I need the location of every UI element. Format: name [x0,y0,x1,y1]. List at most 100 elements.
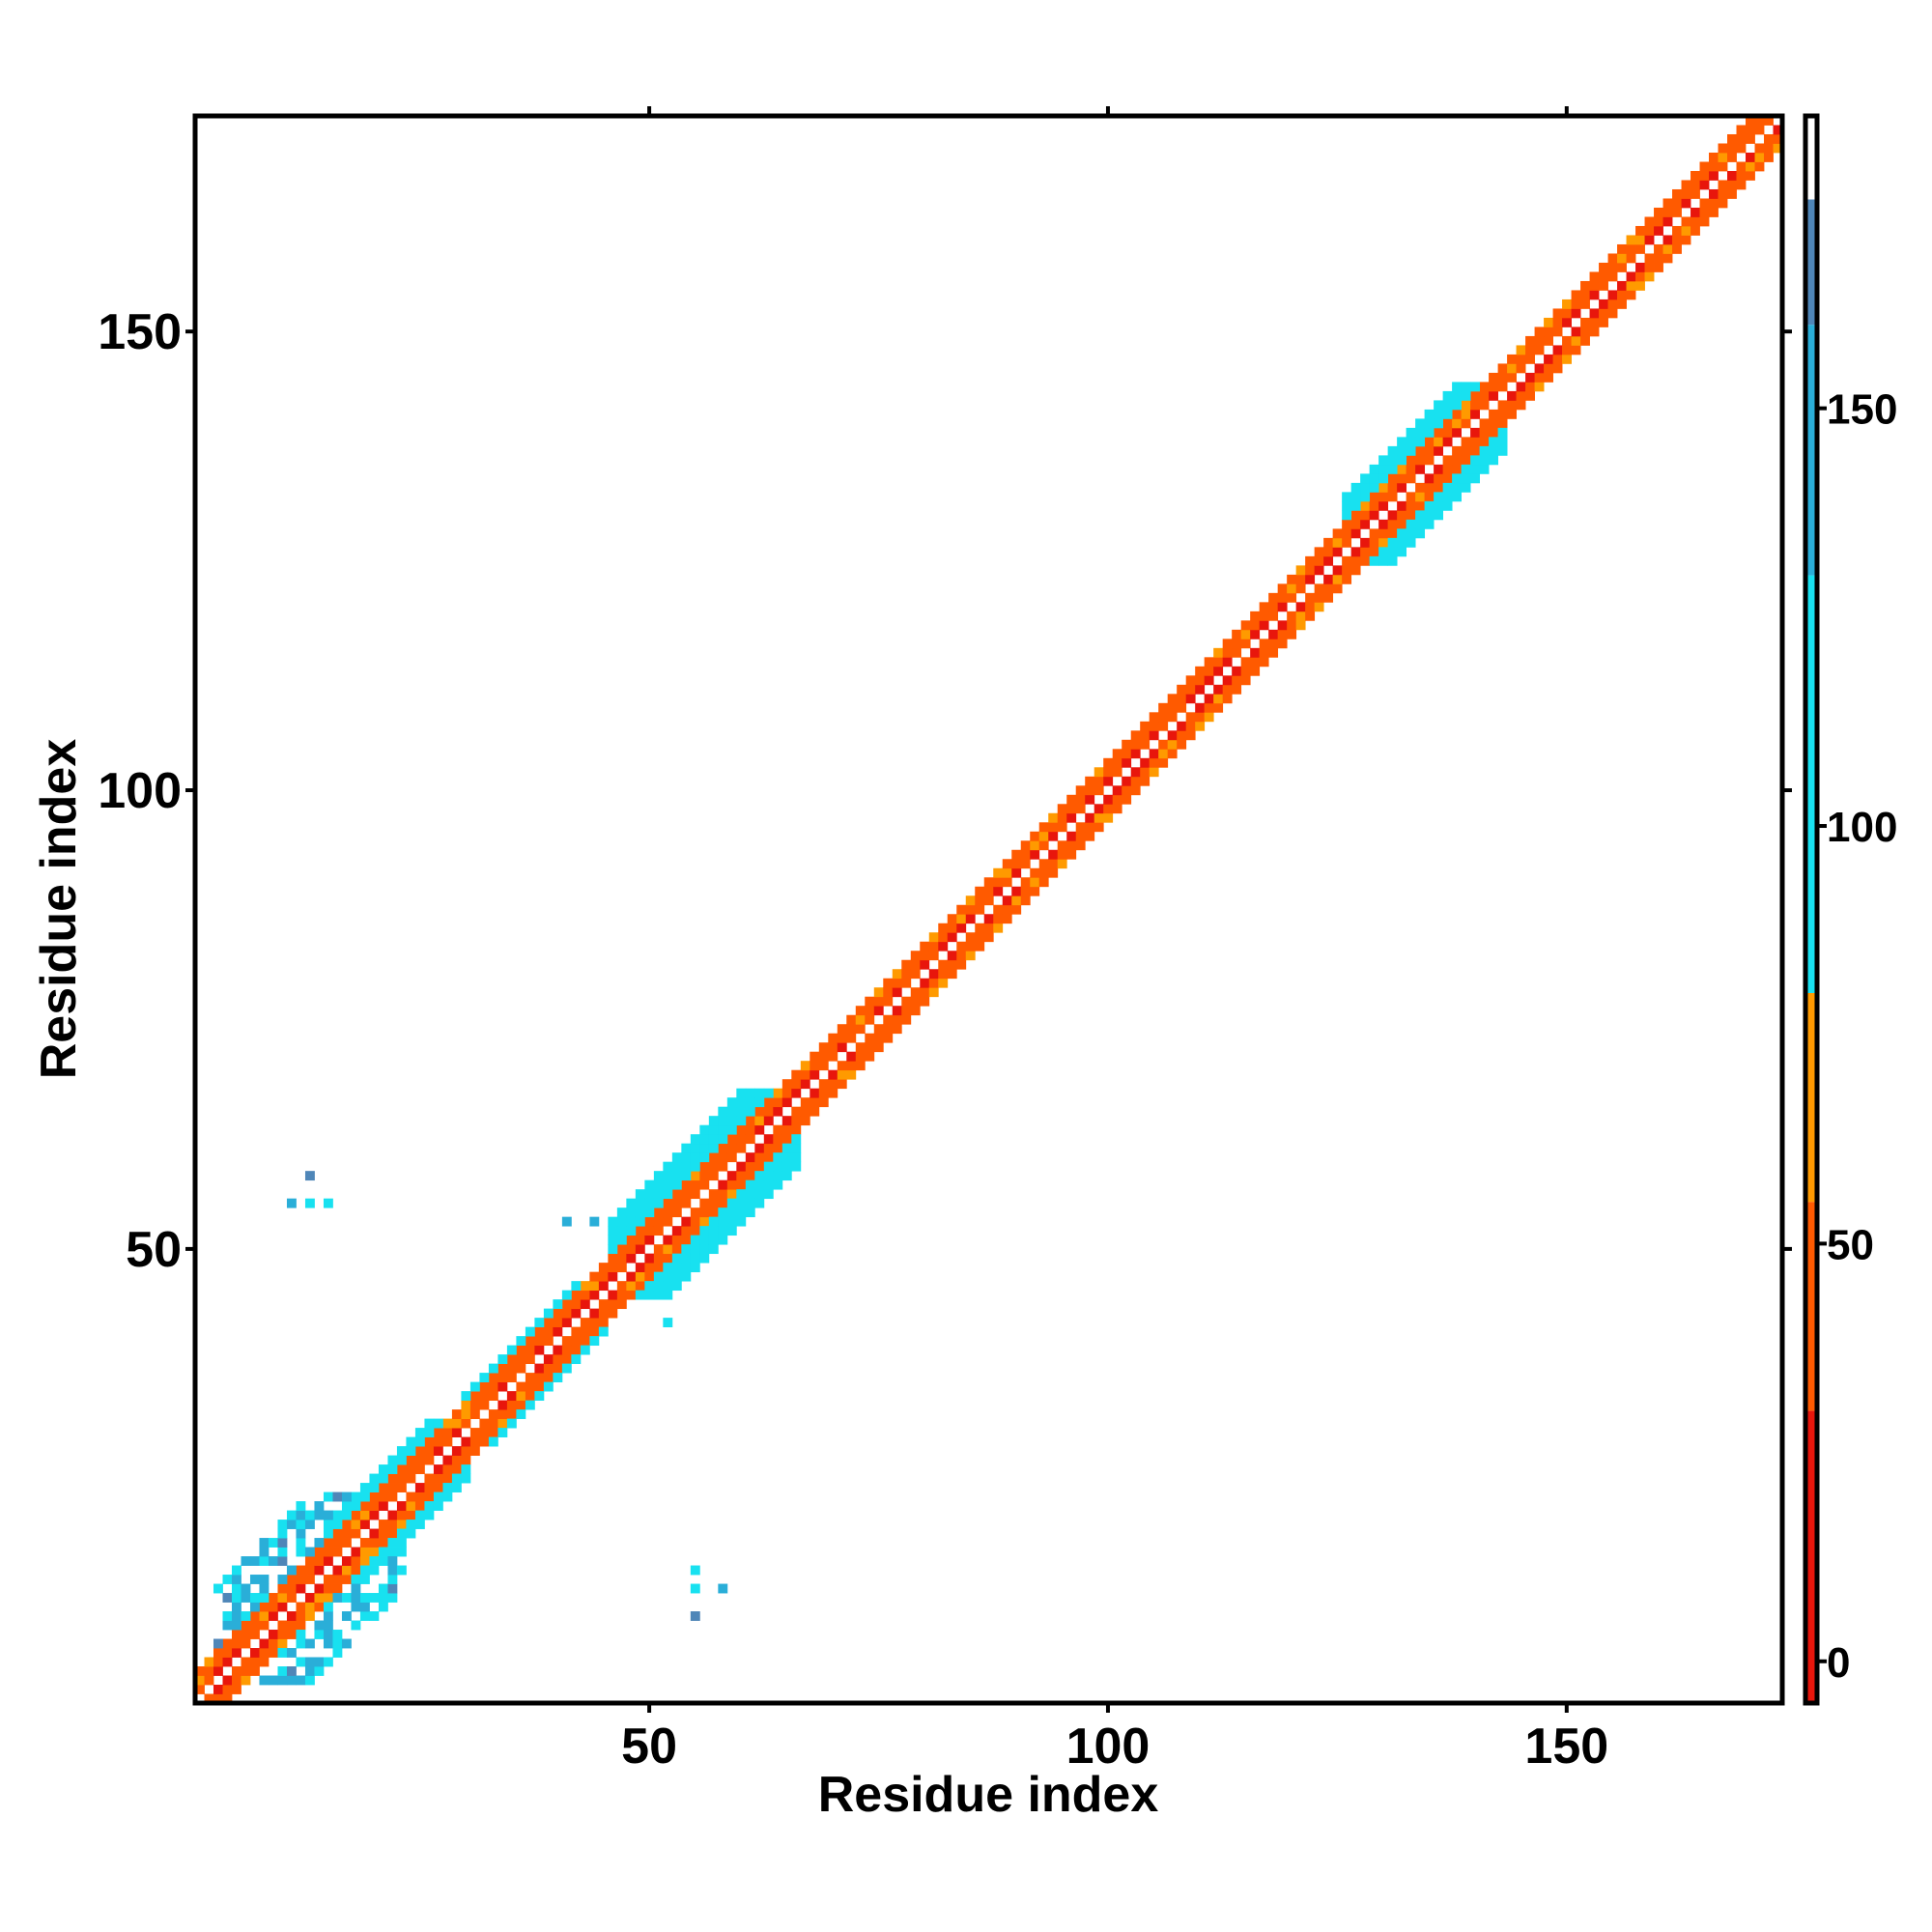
heatmap-cell [699,1253,710,1264]
heatmap-cell [1112,794,1122,805]
heatmap-cell [635,1271,645,1282]
heatmap-cell [1360,492,1371,502]
heatmap-cell [781,1124,792,1135]
heatmap-cell [1544,317,1553,327]
heatmap-cell [580,1336,590,1347]
heatmap-cell [928,987,939,998]
heatmap-cell [1122,776,1132,786]
heatmap-cell [286,1666,297,1676]
heatmap-cell [681,1189,692,1200]
heatmap-cell [1662,198,1673,209]
heatmap-cell [1507,372,1517,383]
heatmap-cell [1580,327,1590,337]
heatmap-cell [1378,519,1389,529]
heatmap-cell [763,1161,774,1172]
heatmap-cell [1268,647,1279,658]
heatmap-cell [1397,473,1407,484]
heatmap-cell [351,1520,361,1529]
heatmap-cell [635,1263,645,1273]
heatmap-cell [671,1226,682,1236]
heatmap-cell [1406,510,1416,521]
heatmap-cell [424,1418,435,1429]
heatmap-cell [800,1097,810,1108]
heatmap-cell [644,1253,655,1264]
heatmap-cell [818,1088,829,1098]
heatmap-cell [1011,904,1022,915]
heatmap-cell [396,1446,407,1456]
heatmap-cell [1736,161,1747,172]
heatmap-cell [1754,143,1765,154]
heatmap-cell [956,941,967,952]
heatmap-cell [781,1134,792,1145]
heatmap-cell [965,904,976,915]
heatmap-cell [983,914,994,924]
heatmap-cell [442,1428,453,1437]
heatmap-cell [204,1675,214,1686]
heatmap-cell [1497,427,1508,438]
heatmap-cell [1332,583,1343,594]
heatmap-cell [1038,822,1049,833]
heatmap-cell [543,1336,554,1347]
heatmap-cell [1461,382,1471,392]
heatmap-cell [387,1583,398,1594]
heatmap-cell [1718,180,1728,190]
heatmap-cell [1746,152,1755,162]
heatmap-cell [1149,767,1159,778]
heatmap-cell [268,1675,278,1686]
heatmap-cell [754,1124,765,1135]
heatmap-cell [644,1216,655,1227]
heatmap-cell [892,987,902,998]
heatmap-cell [359,1593,370,1603]
heatmap-cell [598,1299,609,1310]
heatmap-cell [993,867,1004,878]
heatmap-cell [341,1501,352,1511]
heatmap-cell [451,1428,462,1437]
heatmap-cell [1259,657,1269,668]
heatmap-cell [1479,427,1490,438]
heatmap-cell [1112,804,1122,814]
heatmap-cell [718,1226,728,1236]
heatmap-cell [1002,867,1012,878]
heatmap-cell [690,1208,700,1218]
heatmap-cell [1103,776,1114,786]
heatmap-cell [451,1483,462,1492]
heatmap-cell [708,1143,719,1153]
heatmap-cell [1442,455,1453,466]
heatmap-cell [818,1079,829,1090]
heatmap-cell [479,1436,490,1447]
heatmap-cell [1360,510,1371,521]
heatmap-cell [1644,235,1655,245]
heatmap-cell [1295,583,1306,594]
plot-frame [192,113,1785,1706]
heatmap-cell [726,1143,737,1153]
heatmap-cell [883,1033,894,1043]
heatmap-cell [608,1235,618,1245]
heatmap-cell [681,1143,692,1153]
heatmap-cell [341,1528,352,1539]
heatmap-cell [1360,500,1371,511]
heatmap-cell [754,1152,765,1163]
heatmap-cell [359,1602,370,1612]
heatmap-cell [525,1373,535,1382]
heatmap-cell [699,1134,710,1145]
heatmap-cell [1277,592,1288,603]
heatmap-cell [1635,235,1645,245]
heatmap-cell [781,1161,792,1172]
heatmap-cell [1259,611,1269,621]
heatmap-cell [1250,620,1261,631]
heatmap-cell [708,1226,719,1236]
heatmap-cell [396,1473,407,1484]
axis-tick-labels: 50 100 150 50 100 150 [98,304,1608,1775]
heatmap-cell [1534,345,1545,355]
heatmap-cell [781,1171,792,1181]
heatmap-cell [525,1381,535,1392]
heatmap-cell [525,1400,535,1410]
heatmap-cell [763,1179,774,1190]
heatmap-cell [910,987,921,998]
heatmap-cell [433,1446,443,1456]
heatmap-cell [1644,253,1655,264]
heatmap-cell [1350,482,1361,493]
heatmap-cell [699,1161,710,1172]
heatmap-cell [1002,859,1012,869]
heatmap-cell [635,1189,645,1200]
